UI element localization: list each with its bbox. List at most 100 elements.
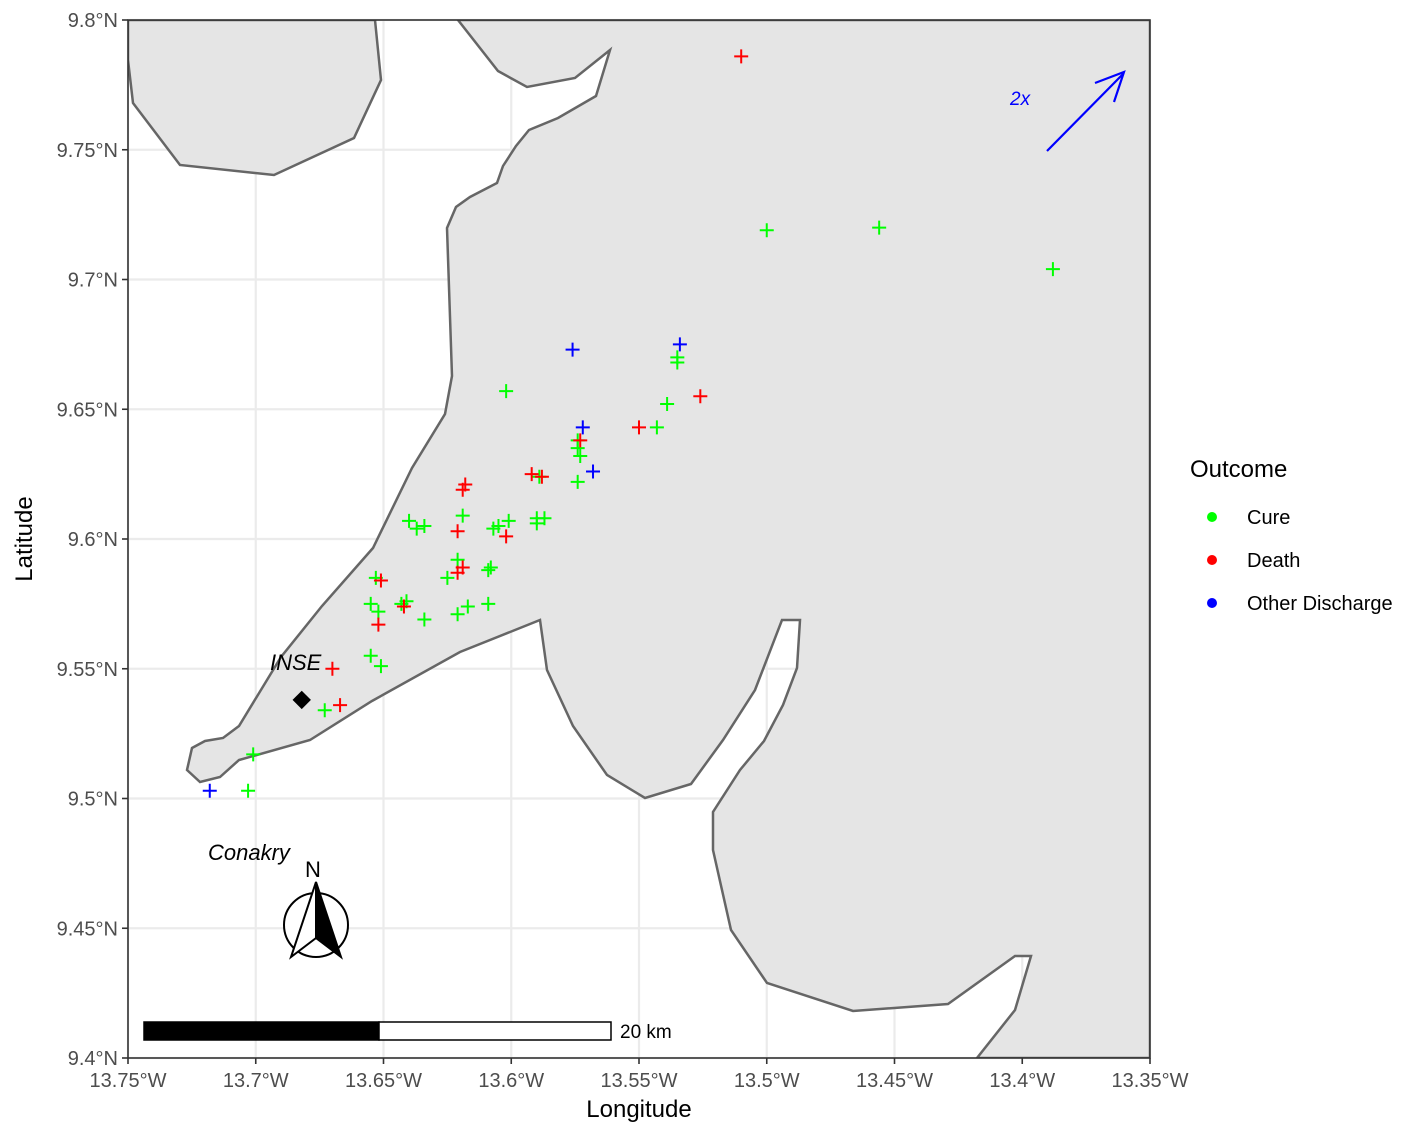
point-cure bbox=[417, 612, 432, 627]
point-death bbox=[396, 599, 411, 614]
point-cure bbox=[460, 599, 475, 614]
arrow-label: 2x bbox=[1009, 89, 1032, 110]
scale-bar-black-segment bbox=[143, 1021, 380, 1041]
point-other-discharge bbox=[202, 783, 217, 798]
legend-title: Outcome bbox=[1190, 456, 1287, 483]
y-tick-label: 9.4°N bbox=[68, 1048, 118, 1070]
point-death bbox=[524, 467, 539, 482]
point-other-discharge bbox=[575, 420, 590, 435]
x-tick-label: 13.5°W bbox=[734, 1070, 800, 1092]
point-cure bbox=[483, 560, 498, 575]
point-death bbox=[693, 389, 708, 404]
point-cure bbox=[481, 563, 496, 578]
y-axis-title: Latitude bbox=[11, 496, 38, 581]
point-death bbox=[534, 469, 549, 484]
point-other-discharge bbox=[586, 464, 601, 479]
y-tick-label: 9.5°N bbox=[68, 789, 118, 811]
point-cure bbox=[409, 521, 424, 536]
point-cure bbox=[872, 220, 887, 235]
point-death bbox=[450, 565, 465, 580]
y-tick-label: 9.45°N bbox=[57, 918, 118, 940]
point-cure bbox=[371, 604, 386, 619]
point-cure bbox=[573, 448, 588, 463]
point-cure bbox=[501, 513, 516, 528]
point-cure bbox=[363, 648, 378, 663]
x-tick-label: 13.65°W bbox=[345, 1070, 422, 1092]
x-axis: 13.75°W 13.7°W 13.65°W 13.6°W 13.55°W 13.5°W 1… bbox=[90, 1058, 1189, 1092]
data-points bbox=[202, 49, 1060, 798]
point-death bbox=[325, 661, 340, 676]
legend-label-cure: Cure bbox=[1247, 507, 1290, 529]
scale-bar-label: 20 km bbox=[620, 1022, 672, 1043]
point-cure bbox=[417, 519, 432, 534]
point-cure bbox=[670, 355, 685, 370]
point-cure bbox=[394, 596, 409, 611]
point-death bbox=[373, 573, 388, 588]
y-tick-label: 9.6°N bbox=[68, 529, 118, 551]
arrow-head-icon bbox=[1094, 70, 1126, 103]
north-arrow-icon bbox=[283, 881, 349, 960]
point-death bbox=[371, 617, 386, 632]
point-cure bbox=[570, 441, 585, 456]
x-tick-label: 13.4°W bbox=[989, 1070, 1055, 1092]
point-death bbox=[455, 482, 470, 497]
y-tick-label: 9.75°N bbox=[57, 140, 118, 162]
point-cure bbox=[486, 521, 501, 536]
point-cure bbox=[1045, 262, 1060, 277]
point-death bbox=[333, 698, 348, 713]
point-cure bbox=[402, 513, 417, 528]
point-cure bbox=[363, 596, 378, 611]
point-cure bbox=[481, 596, 496, 611]
point-cure bbox=[373, 659, 388, 674]
inse-diamond-marker bbox=[292, 690, 311, 710]
point-cure bbox=[649, 420, 664, 435]
x-axis-title: Longitude bbox=[586, 1096, 691, 1123]
scale-bar bbox=[143, 1021, 612, 1041]
north-label: N bbox=[305, 857, 321, 882]
mainland bbox=[185, 20, 1150, 1058]
point-cure bbox=[241, 783, 256, 798]
point-death bbox=[734, 49, 749, 64]
point-cure bbox=[537, 511, 552, 526]
x-tick-label: 13.6°W bbox=[478, 1070, 544, 1092]
legend-key-cure bbox=[1207, 512, 1217, 522]
scale-bar-white-segment bbox=[378, 1021, 612, 1041]
inse-label: INSE bbox=[270, 650, 322, 675]
y-tick-label: 9.55°N bbox=[57, 659, 118, 681]
northwest-island bbox=[128, 20, 383, 177]
y-tick-label: 9.65°N bbox=[57, 399, 118, 421]
point-death bbox=[499, 529, 514, 544]
x-tick-label: 13.45°W bbox=[856, 1070, 933, 1092]
point-other-discharge bbox=[672, 337, 687, 352]
conakry-label: Conakry bbox=[208, 840, 292, 865]
legend-key-death bbox=[1207, 555, 1217, 565]
legend-label-other-discharge: Other Discharge bbox=[1247, 593, 1393, 615]
arrow-shaft bbox=[1046, 73, 1124, 152]
y-axis: 9.4°N 9.45°N 9.5°N 9.55°N 9.6°N 9.65°N 9.7°N 9.… bbox=[57, 10, 128, 1070]
x-tick-label: 13.7°W bbox=[223, 1070, 289, 1092]
land-layer bbox=[128, 20, 1150, 1058]
point-cure bbox=[660, 397, 675, 412]
legend-key-other-discharge bbox=[1207, 598, 1217, 608]
point-cure bbox=[440, 570, 455, 585]
point-cure bbox=[317, 703, 332, 718]
point-death bbox=[632, 420, 646, 435]
point-death bbox=[450, 524, 465, 539]
x-tick-label: 13.35°W bbox=[1112, 1070, 1189, 1092]
point-cure bbox=[455, 508, 470, 523]
x-tick-label: 13.75°W bbox=[90, 1070, 167, 1092]
legend-label-death: Death bbox=[1247, 550, 1300, 572]
point-cure bbox=[246, 747, 261, 762]
y-tick-label: 9.8°N bbox=[68, 10, 118, 32]
point-cure bbox=[759, 223, 774, 238]
point-cure bbox=[450, 607, 465, 622]
point-cure bbox=[529, 516, 544, 531]
direction-arrow bbox=[1046, 70, 1126, 152]
x-tick-label: 13.55°W bbox=[601, 1070, 678, 1092]
point-death bbox=[573, 433, 588, 448]
legend: Outcome Cure Death Other Discharge bbox=[1190, 456, 1393, 615]
north-arrow-right-half bbox=[315, 881, 343, 960]
point-cure bbox=[450, 552, 465, 567]
point-cure bbox=[499, 384, 514, 399]
